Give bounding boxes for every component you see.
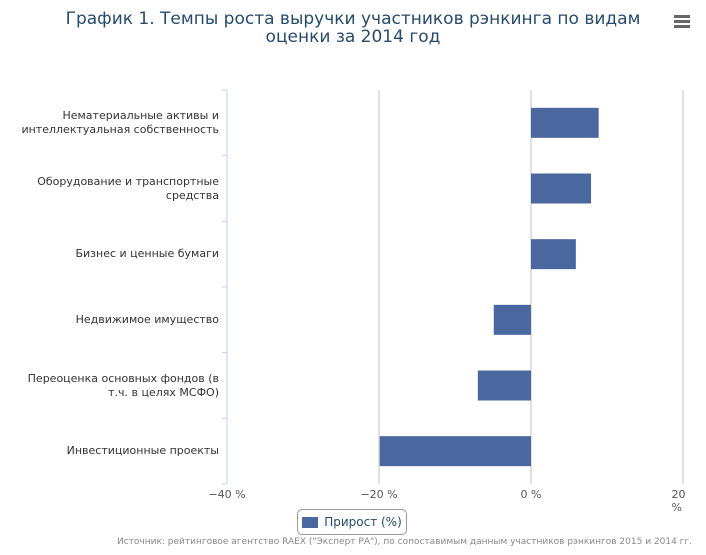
bar [477,370,531,401]
menu-bar [674,20,690,23]
bar [531,173,592,204]
bar [531,239,576,270]
y-tick-label: Переоценка основных фондов (в т.ч. в цел… [27,371,219,399]
source-note: Источник: рейтинговое агентство RAEX ("Э… [117,537,692,547]
bar [379,436,531,467]
y-tick-label: Недвижимое имущество [75,312,219,326]
bar [493,304,531,335]
y-tick-label: Оборудование и транспортные средства [37,174,219,202]
legend-label: Прирост (%) [324,515,402,529]
menu-bar [674,15,690,18]
x-tick-label: 0 % [520,488,542,501]
bar [531,107,599,138]
y-tick-label: Инвестиционные проекты [66,444,219,458]
legend[interactable]: Прирост (%) [297,509,407,535]
legend-swatch [302,516,319,528]
x-tick-label: 20 % [671,488,686,514]
x-tick-label: −40 % [208,488,246,501]
chart-title: График 1. Темпы роста выручки участников… [65,9,641,47]
menu-bar [674,25,690,28]
y-tick-label: Нематериальные активы и интеллектуальная… [21,108,219,136]
menu-button[interactable] [674,15,690,28]
y-tick-label: Бизнес и ценные бумаги [75,247,219,261]
x-tick-label: −20 % [360,488,398,501]
